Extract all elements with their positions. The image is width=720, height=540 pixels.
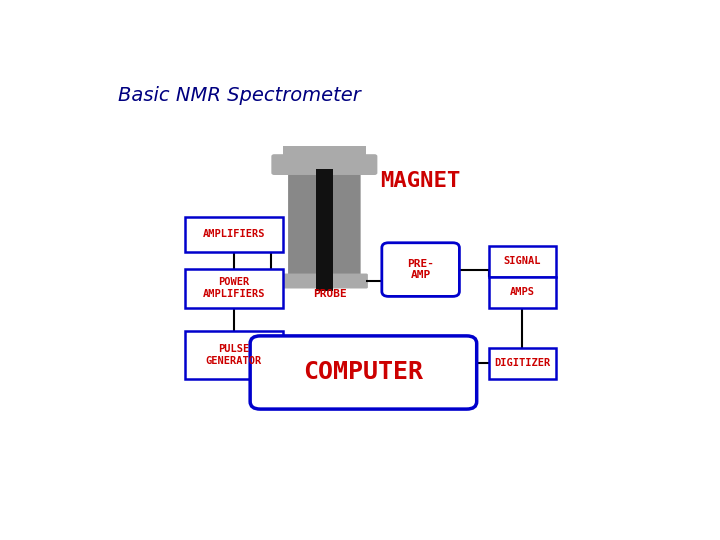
FancyBboxPatch shape (489, 277, 556, 308)
Text: COMPUTER: COMPUTER (303, 361, 423, 384)
Bar (282, 146, 366, 156)
FancyBboxPatch shape (281, 274, 368, 288)
FancyBboxPatch shape (185, 268, 282, 308)
FancyBboxPatch shape (382, 243, 459, 296)
Text: PULSE
GENERATOR: PULSE GENERATOR (206, 344, 262, 366)
Text: PROBE: PROBE (313, 289, 347, 299)
Text: AMPLIFIERS: AMPLIFIERS (202, 230, 265, 239)
FancyBboxPatch shape (489, 348, 556, 379)
Text: Basic NMR Spectrometer: Basic NMR Spectrometer (118, 85, 361, 105)
Text: POWER
AMPLIFIERS: POWER AMPLIFIERS (202, 278, 265, 299)
Text: DIGITIZER: DIGITIZER (495, 358, 551, 368)
FancyBboxPatch shape (185, 217, 282, 252)
FancyBboxPatch shape (271, 154, 377, 175)
Text: MAGNET: MAGNET (380, 171, 460, 191)
FancyBboxPatch shape (250, 336, 477, 409)
FancyBboxPatch shape (185, 331, 282, 379)
FancyBboxPatch shape (489, 246, 556, 277)
FancyBboxPatch shape (288, 158, 361, 279)
Text: SIGNAL: SIGNAL (504, 256, 541, 266)
Text: AMPS: AMPS (510, 287, 535, 298)
Text: PRE-
AMP: PRE- AMP (407, 259, 434, 280)
Bar (316, 168, 333, 292)
